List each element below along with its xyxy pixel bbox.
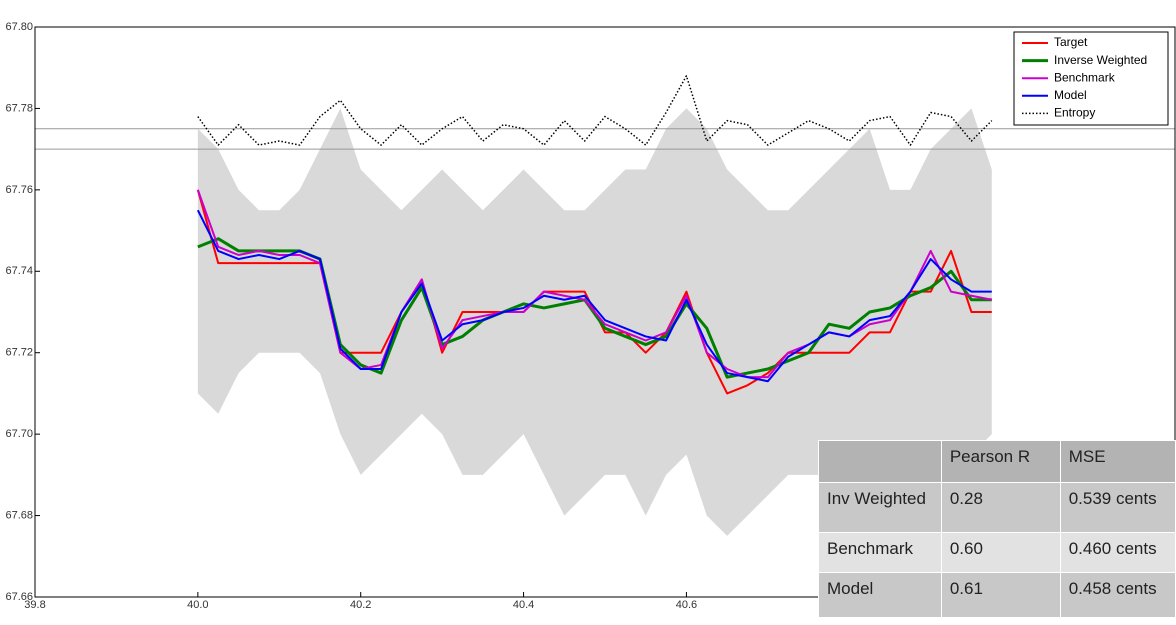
legend-label: Entropy xyxy=(1054,106,1095,120)
legend-label: Target xyxy=(1054,35,1088,49)
row-label: Benchmark xyxy=(818,532,942,573)
y-tick-label: 67.76 xyxy=(5,184,33,196)
row-label: Model xyxy=(818,572,942,618)
legend-label: Benchmark xyxy=(1054,70,1116,84)
cell: 0.61 xyxy=(940,572,1061,618)
y-tick-label: 67.72 xyxy=(5,347,33,359)
table-row: Inv Weighted 0.28 0.539 cents xyxy=(818,482,1176,533)
table-row: Benchmark 0.60 0.460 cents xyxy=(818,532,1176,573)
column-header: MSE xyxy=(1059,440,1176,483)
y-tick-label: 67.66 xyxy=(5,591,33,603)
y-tick-label: 67.68 xyxy=(5,509,33,521)
y-tick-label: 67.78 xyxy=(5,102,33,114)
y-tick-label: 67.74 xyxy=(5,265,33,277)
column-header: Pearson R xyxy=(940,440,1061,483)
uncertainty-band xyxy=(197,108,992,536)
x-tick-label: 39.8 xyxy=(24,599,45,611)
x-tick-label: 40.0 xyxy=(187,599,208,611)
cell: 0.458 cents xyxy=(1059,572,1176,618)
x-tick-label: 40.6 xyxy=(676,599,697,611)
stats-table: Pearson R MSE Inv Weighted 0.28 0.539 ce… xyxy=(818,440,1176,618)
legend-label: Model xyxy=(1054,88,1087,102)
plot-frame xyxy=(34,26,1176,598)
corner-cell xyxy=(818,440,942,483)
cell: 0.539 cents xyxy=(1059,482,1176,533)
y-tick-label: 67.80 xyxy=(5,21,33,33)
table-header: Pearson R MSE xyxy=(818,440,1176,483)
series-line xyxy=(196,209,992,383)
x-tick-label: 40.2 xyxy=(350,599,371,611)
legend-label: Inverse Weighted xyxy=(1054,53,1147,67)
y-tick-label: 67.70 xyxy=(5,428,33,440)
cell: 0.60 xyxy=(940,532,1061,573)
cell: 0.460 cents xyxy=(1059,532,1176,573)
x-tick-label: 40.4 xyxy=(513,599,534,611)
cell: 0.28 xyxy=(940,482,1061,533)
table-row: Model 0.61 0.458 cents xyxy=(818,572,1176,618)
series-line xyxy=(197,75,993,146)
row-label: Inv Weighted xyxy=(818,482,942,533)
